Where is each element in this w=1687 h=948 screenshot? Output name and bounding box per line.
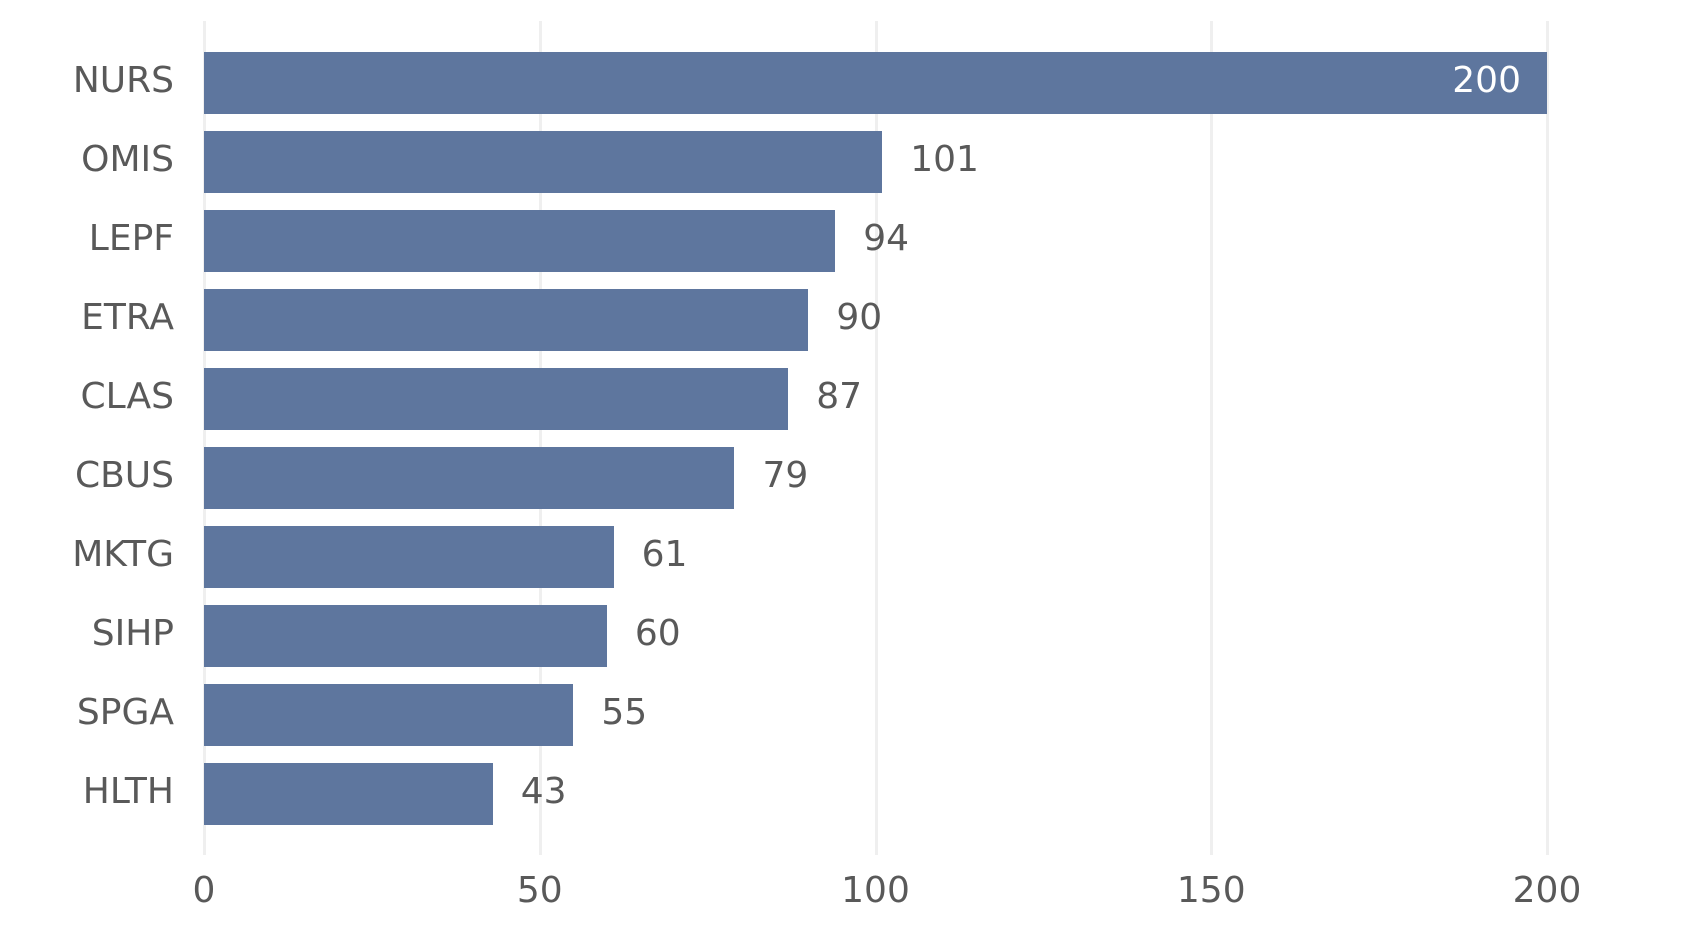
bar — [204, 289, 809, 351]
data-label: 87 — [816, 376, 863, 417]
bar — [204, 605, 607, 667]
gridline — [874, 21, 878, 855]
bar — [204, 210, 836, 272]
data-label: 43 — [520, 771, 567, 812]
category-label: CBUS — [74, 455, 174, 496]
data-label: 94 — [863, 218, 910, 259]
data-label: 61 — [641, 534, 688, 575]
x-tick-label: 200 — [1512, 870, 1582, 911]
bar — [204, 52, 1547, 114]
bar — [204, 684, 574, 746]
category-label: CLAS — [80, 376, 175, 417]
category-label: SPGA — [76, 692, 174, 733]
bar — [204, 763, 493, 825]
x-tick-label: 50 — [516, 870, 563, 911]
data-label: 90 — [836, 297, 883, 338]
category-label: NURS — [72, 60, 174, 101]
category-label: LEPF — [88, 218, 174, 259]
data-label: 55 — [601, 692, 648, 733]
bar — [204, 447, 735, 509]
x-tick-label: 150 — [1176, 870, 1246, 911]
gridline — [1210, 21, 1214, 855]
data-label: 101 — [910, 139, 979, 180]
category-label: SIHP — [91, 613, 174, 654]
x-tick-label: 0 — [192, 870, 216, 911]
gridline — [538, 21, 542, 855]
category-label: ETRA — [81, 297, 174, 338]
category-label: OMIS — [81, 139, 174, 180]
data-label: 79 — [762, 455, 809, 496]
bar — [204, 368, 789, 430]
gridline — [1546, 21, 1549, 855]
bar — [204, 131, 883, 193]
category-label: MKTG — [72, 534, 174, 575]
data-label: 60 — [634, 613, 681, 654]
x-tick-label: 100 — [841, 870, 910, 911]
category-label: HLTH — [82, 771, 174, 812]
gridline — [203, 21, 206, 855]
data-label: 200 — [1452, 60, 1521, 101]
bar — [204, 526, 614, 588]
